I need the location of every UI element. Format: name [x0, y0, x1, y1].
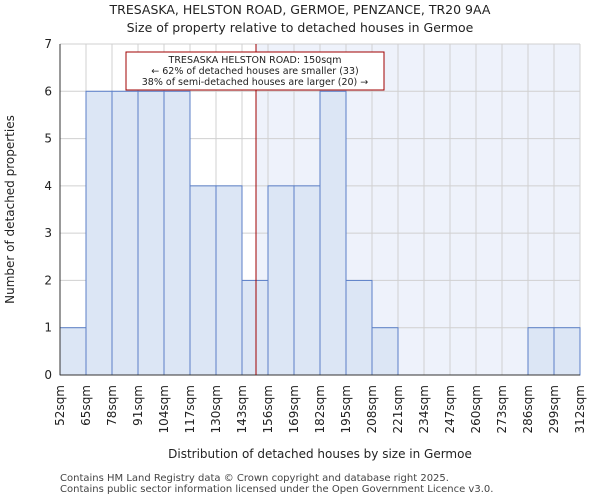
x-tick-label: 299sqm — [547, 385, 561, 433]
x-tick-label: 221sqm — [391, 385, 405, 433]
annotation-box — [125, 51, 385, 91]
bar — [59, 327, 87, 376]
x-tick-label: 312sqm — [573, 385, 587, 433]
bar — [553, 327, 581, 376]
x-tick-label: 78sqm — [105, 385, 119, 426]
bar — [293, 185, 321, 376]
x-tick-label: 65sqm — [79, 385, 93, 426]
annotation-line-1: TRESASKA HELSTON ROAD: 150sqm — [168, 55, 342, 66]
x-axis-title: Distribution of detached houses by size … — [168, 447, 472, 461]
bar — [215, 185, 243, 376]
y-axis-title: Number of detached properties — [3, 115, 17, 304]
annotation-line-3: 38% of semi-detached houses are larger (… — [142, 77, 369, 88]
bar — [163, 90, 191, 376]
x-tick-label: 247sqm — [443, 385, 457, 433]
x-tick-label: 156sqm — [261, 385, 275, 433]
x-tick-label: 286sqm — [521, 385, 535, 433]
chart-title: TRESASKA, HELSTON ROAD, GERMOE, PENZANCE… — [109, 2, 491, 17]
bar — [527, 327, 555, 376]
bar — [371, 327, 399, 376]
x-tick-label: 130sqm — [209, 385, 223, 433]
y-tick-label: 4 — [44, 179, 52, 193]
x-tick-label: 273sqm — [495, 385, 509, 433]
bar — [267, 185, 295, 376]
bar — [241, 279, 269, 376]
bar — [345, 279, 373, 376]
x-tick-label: 234sqm — [417, 385, 431, 433]
bar — [189, 185, 217, 376]
bar — [319, 90, 347, 376]
bar — [111, 90, 139, 376]
footer-line-2: Contains public sector information licen… — [60, 484, 494, 495]
bar — [85, 90, 113, 376]
y-tick-label: 6 — [44, 84, 52, 98]
y-tick-label: 2 — [44, 273, 52, 287]
annotation-line-2: ← 62% of detached houses are smaller (33… — [151, 66, 358, 77]
y-tick-label: 7 — [44, 37, 52, 51]
y-tick-label: 3 — [44, 226, 52, 240]
y-tick-label: 5 — [44, 132, 52, 146]
chart-subtitle: Size of property relative to detached ho… — [126, 20, 474, 35]
x-tick-label: 195sqm — [339, 385, 353, 433]
bar — [137, 90, 165, 376]
x-tick-label: 260sqm — [469, 385, 483, 433]
y-tick-label: 1 — [44, 321, 52, 335]
x-tick-label: 91sqm — [131, 385, 145, 426]
x-tick-label: 104sqm — [157, 385, 171, 433]
x-tick-label: 169sqm — [287, 385, 301, 433]
footer-line-1: Contains HM Land Registry data © Crown c… — [60, 473, 449, 484]
x-tick-label: 208sqm — [365, 385, 379, 433]
y-tick-label: 0 — [44, 368, 52, 382]
x-tick-label: 143sqm — [235, 385, 249, 433]
x-tick-label: 117sqm — [183, 385, 197, 433]
x-tick-label: 182sqm — [313, 385, 327, 433]
x-tick-label: 52sqm — [53, 385, 67, 426]
